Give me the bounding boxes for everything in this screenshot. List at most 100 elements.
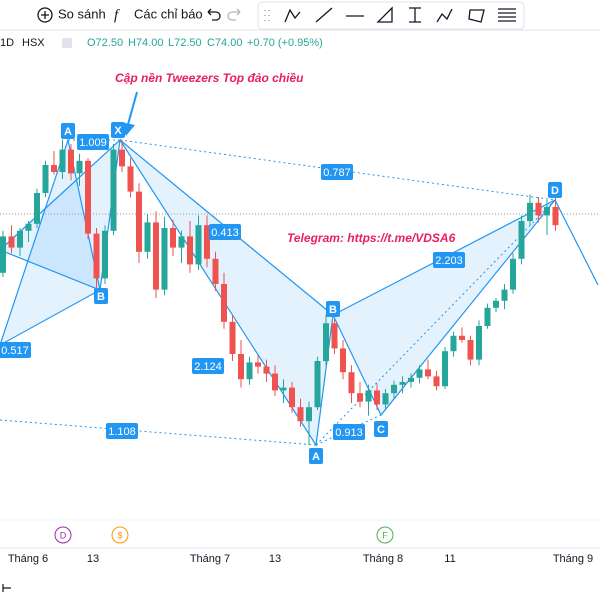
pattern-point: B [329, 304, 337, 316]
x-axis-label: 11 [444, 553, 455, 565]
candle-body [442, 351, 448, 387]
tool-line[interactable] [315, 7, 333, 23]
x-axis-label: Tháng 9 [553, 553, 593, 565]
pattern-point: A [312, 451, 320, 463]
x-axis-label: 13 [269, 553, 281, 565]
candle-body [59, 149, 66, 172]
candle-body [357, 393, 363, 402]
pattern-point-box [94, 288, 108, 304]
tool-shape[interactable] [468, 9, 485, 23]
pattern-point-box [111, 122, 125, 138]
ratio-label: 0.413 [211, 227, 239, 239]
candle-body [0, 236, 6, 273]
candle-body [544, 207, 550, 216]
candle-body [255, 362, 261, 367]
legend-close: C74.00 [207, 37, 242, 49]
candle-body [170, 228, 176, 248]
undo[interactable] [207, 8, 221, 21]
legend-exchange: HSX [22, 37, 45, 49]
drawing-tools [264, 6, 516, 23]
candle-body [510, 258, 516, 290]
candle-body [484, 307, 491, 326]
candle-body [263, 366, 270, 374]
ratio-label-box [0, 342, 31, 358]
x-axis-label: Tháng 8 [363, 553, 403, 565]
pattern-point-box [309, 448, 323, 464]
x-axis-label: Tháng 6 [8, 553, 48, 565]
candle-body [93, 233, 100, 279]
tool-fib[interactable] [498, 8, 516, 22]
candle-body [204, 225, 210, 259]
fx-icon[interactable]: f [114, 7, 120, 23]
candle-body [42, 165, 49, 193]
pattern-point-box [548, 182, 562, 198]
candle-body [450, 335, 457, 352]
candle-body [102, 230, 108, 279]
candle-body [238, 354, 244, 380]
candle-body [382, 393, 389, 405]
candle-body [408, 377, 414, 382]
candle-body [518, 221, 525, 259]
compare-icon[interactable] [37, 7, 53, 23]
candle-body [399, 382, 406, 385]
event-split[interactable] [111, 526, 129, 544]
tool-pattern[interactable] [284, 8, 301, 23]
x-axis-label: 13 [87, 553, 99, 565]
candle-body [297, 407, 304, 422]
candle-body [374, 390, 380, 405]
ratio-label: 1.108 [108, 426, 136, 438]
x-axis-label: Tháng 7 [190, 553, 230, 565]
candle-body [306, 407, 312, 422]
candle-body [8, 236, 15, 248]
legend-collapse[interactable] [62, 38, 72, 48]
compare-button[interactable]: So sánh [58, 6, 106, 21]
ratio-label: 0.913 [335, 427, 363, 439]
indicators-button[interactable]: Các chỉ báo [134, 6, 203, 21]
candle-body [178, 236, 185, 248]
legend-low: L72.50 [168, 37, 202, 49]
candle-body [314, 361, 321, 408]
candle-body [289, 387, 295, 408]
candle-body [425, 369, 431, 377]
candle-body [110, 149, 117, 231]
candle-body [161, 228, 168, 290]
tool-range[interactable] [409, 7, 421, 23]
event-financial[interactable] [376, 526, 394, 544]
event-dividend[interactable] [54, 526, 72, 544]
tool-triangle[interactable] [376, 6, 393, 23]
ratio-label-box [333, 424, 365, 440]
telegram-note: Telegram: https://t.me/VDSA6 [287, 231, 456, 245]
candle-body [552, 207, 559, 226]
candle-body [229, 321, 236, 354]
pattern-point: A [64, 126, 72, 138]
candle-body [416, 369, 423, 378]
event-label: D [60, 530, 67, 540]
pattern-point-box [326, 301, 340, 317]
ratio-label-box [321, 164, 353, 180]
legend-open: O72.50 [87, 37, 123, 49]
candle-body [212, 258, 219, 284]
redo[interactable] [227, 8, 241, 21]
candle-body [391, 384, 397, 394]
tool-elliott[interactable] [436, 8, 453, 23]
candle-body [136, 191, 142, 252]
candle-body [127, 166, 134, 192]
candle-body [272, 373, 278, 391]
candle-body [527, 202, 533, 221]
candle-body [119, 149, 125, 167]
candle-body [348, 372, 355, 394]
corner-icon[interactable] [2, 584, 11, 592]
candle-body [85, 160, 91, 234]
candle-body [195, 225, 202, 265]
ratio-label: 0.517 [1, 345, 29, 357]
candle-body [493, 300, 499, 308]
legend-interval: 1D [0, 37, 14, 49]
pattern-point: D [551, 185, 559, 197]
pattern-note: Cập nền Tweezers Top đảo chiều [115, 71, 304, 85]
ratio-label: 0.787 [323, 167, 351, 179]
ratio-label-box [433, 252, 465, 268]
candle-body [280, 387, 287, 391]
ratio-label: 1.009 [79, 137, 107, 149]
candle-body [501, 289, 508, 301]
ratio-label-box [77, 134, 109, 150]
